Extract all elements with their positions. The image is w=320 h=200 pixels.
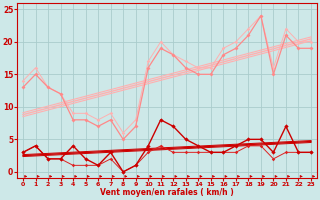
X-axis label: Vent moyen/en rafales ( km/h ): Vent moyen/en rafales ( km/h ) [100,188,234,197]
